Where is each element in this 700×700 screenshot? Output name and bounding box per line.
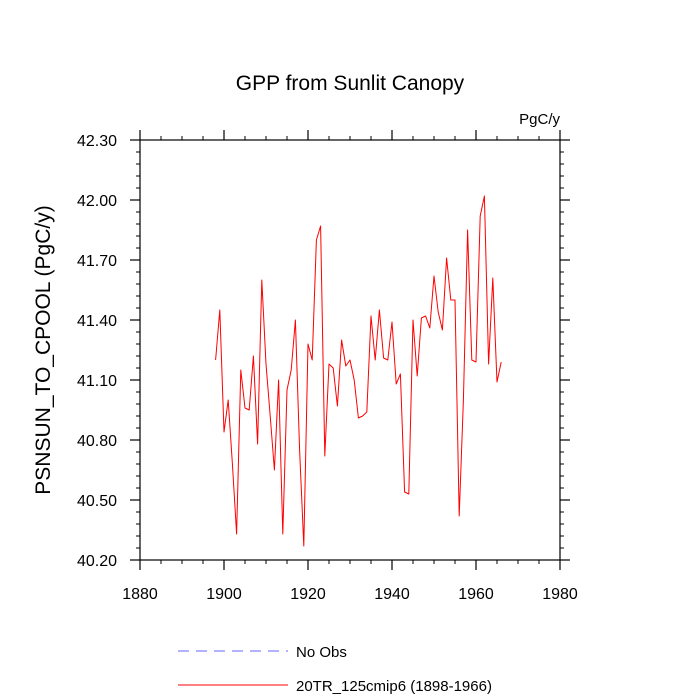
series-line-model: [215, 195, 502, 547]
chart-title: GPP from Sunlit Canopy: [236, 72, 465, 95]
x-tick-label: 1940: [374, 586, 410, 603]
x-tick-label: 1960: [458, 586, 494, 603]
series-layer: [215, 195, 502, 547]
y-tick-label: 41.70: [77, 253, 117, 270]
x-tick-label: 1900: [206, 586, 242, 603]
y-tick-label: 41.10: [77, 373, 117, 390]
x-axis-ticks: 1880 1900 1920 1940 1960 1980: [122, 130, 578, 603]
y-tick-label: 42.00: [77, 193, 117, 210]
units-label: PgC/y: [519, 111, 560, 128]
y-axis-ticks: 40.20 40.50 40.80 41.10 41.40 41.70 42.00 42.30: [77, 133, 570, 570]
legend-label-model: 20TR_125cmip6 (1898-1966): [296, 678, 492, 695]
plot-border: [139, 139, 561, 561]
legend-label-no-obs: No Obs: [296, 644, 347, 661]
y-tick-label: 40.80: [77, 433, 117, 450]
y-tick-label: 41.40: [77, 313, 117, 330]
y-axis-label: PSNSUN_TO_CPOOL (PgC/y): [32, 205, 55, 494]
y-tick-label: 40.20: [77, 553, 117, 570]
legend: No Obs 20TR_125cmip6 (1898-1966): [178, 644, 492, 695]
y-tick-label: 40.50: [77, 493, 117, 510]
plot-frame: [139, 139, 561, 561]
y-tick-label: 42.30: [77, 133, 117, 150]
x-tick-label: 1880: [122, 586, 158, 603]
x-tick-label: 1920: [290, 586, 326, 603]
x-tick-label: 1980: [542, 586, 578, 603]
